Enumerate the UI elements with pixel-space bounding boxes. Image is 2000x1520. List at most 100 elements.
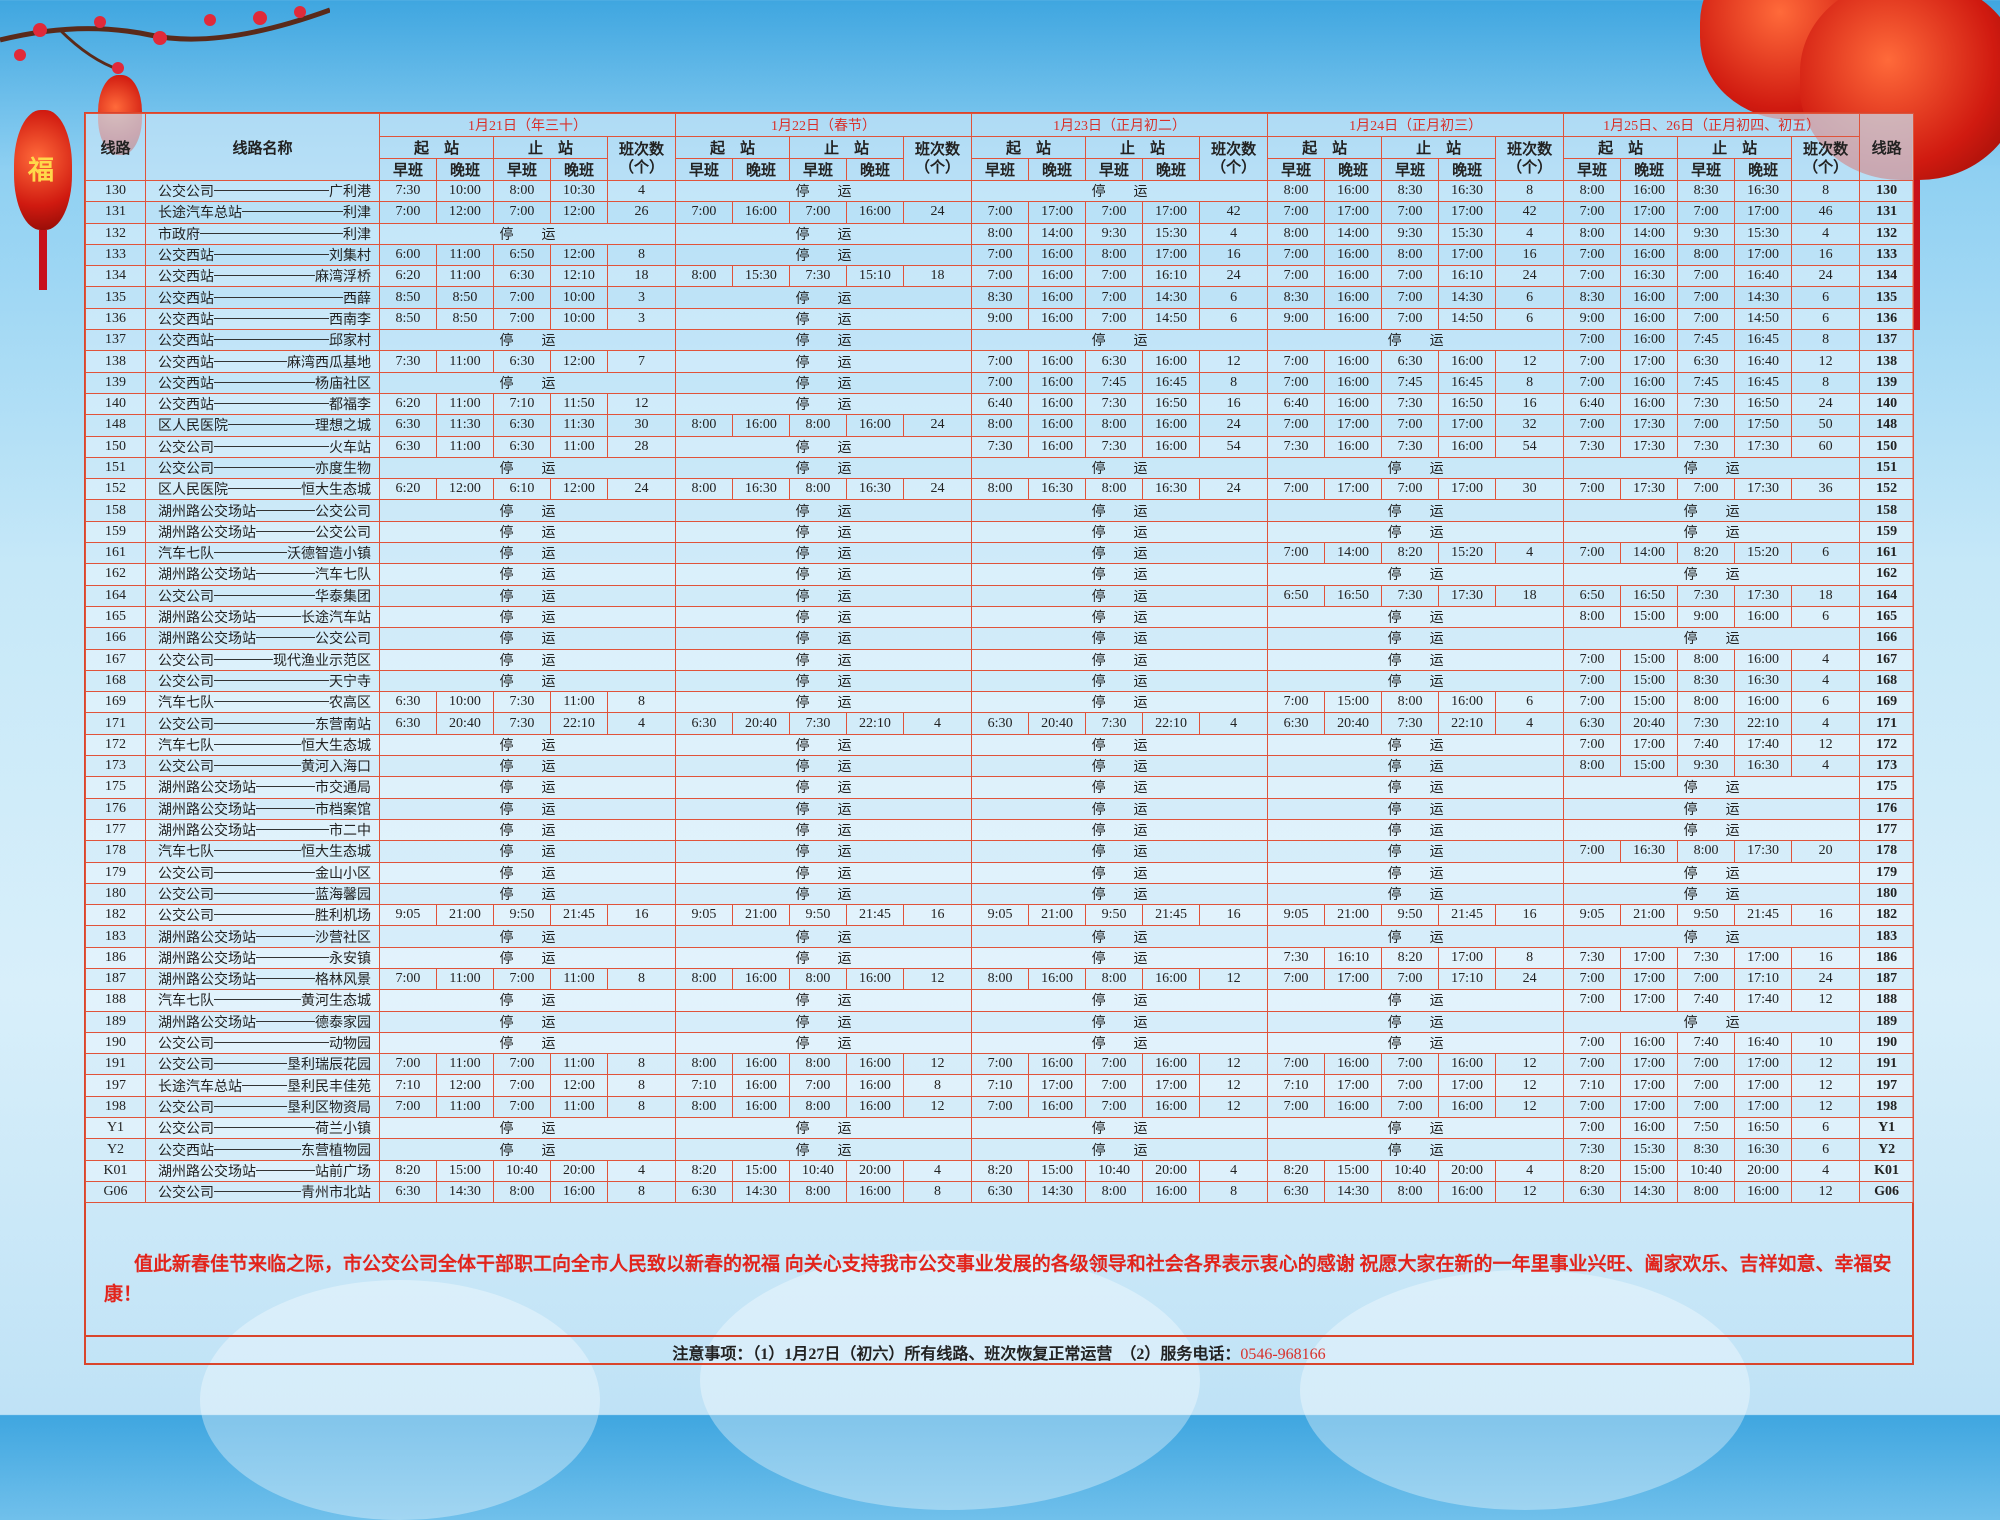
start-early-time: 7:00	[1267, 243, 1326, 267]
route-dash-line	[214, 757, 301, 767]
end-early-time: 9:30	[1381, 222, 1440, 245]
end-late-time: 16:00	[846, 414, 904, 437]
end-early-time: 7:30	[1381, 392, 1440, 416]
route-number-right: 182	[1859, 904, 1915, 927]
to-station: 火车站	[329, 440, 371, 456]
trip-count: 16	[1791, 904, 1861, 927]
start-late-time: 15:00	[1620, 755, 1679, 778]
start-late-time: 11:00	[436, 265, 494, 288]
table-row: 179 公交公司 金山小区停 运停 运停 运停 运停 运 179	[85, 861, 1915, 884]
table-row: 188 汽车七队 黄河生态城停 运停 运停 运停 运 7:00 17:00 7:40 17:…	[85, 989, 1915, 1012]
end-late-time: 21:45	[1438, 904, 1497, 927]
start-early-time: 8:00	[675, 478, 733, 501]
table-row: 191 公交公司 垦利瑞辰花园 7:00 11:00 7:00 11:00 8 8:00 16:0…	[85, 1053, 1915, 1076]
end-station-header: 止 站	[789, 136, 904, 159]
table-row: 139 公交西站 杨庙社区停 运停 运 7:00 16:00 7:45 16:45 8 7:00…	[85, 371, 1915, 394]
trip-count: 8	[1199, 371, 1269, 394]
from-station: 公交西站	[158, 270, 214, 286]
trip-count: 30	[607, 414, 676, 437]
route-name: 公交公司 华泰集团	[145, 584, 380, 607]
trip-count: 18	[1495, 584, 1565, 607]
end-early-time: 9:00	[1677, 605, 1736, 629]
to-station: 垦利民丰佳苑	[287, 1079, 371, 1095]
start-late-time: 16:00	[1324, 243, 1383, 267]
end-early-time: 7:00	[493, 1095, 551, 1119]
stopped-cell: 停 运	[1267, 520, 1565, 544]
route-number: 188	[85, 989, 146, 1012]
trip-count: 12	[1791, 989, 1861, 1012]
start-late-time: 16:00	[1324, 435, 1383, 458]
to-station: 金山小区	[315, 866, 371, 882]
to-station: 垦利瑞辰花园	[287, 1058, 371, 1074]
to-station: 麻湾浮桥	[315, 270, 371, 286]
table-row: 158 湖州路公交场站 公交公司停 运停 运停 运停 运停 运 158	[85, 499, 1915, 522]
end-early-time: 8:00	[1677, 648, 1736, 671]
end-early-time: 7:30	[493, 712, 551, 735]
route-number: 130	[85, 179, 146, 203]
from-station: 汽车七队	[158, 738, 214, 754]
stopped-cell: 停 运	[674, 989, 973, 1012]
route-name: 公交西站 麻湾西瓜基地	[145, 350, 380, 373]
end-late-time: 17:50	[1734, 414, 1793, 437]
route-number-right: 180	[1859, 882, 1915, 906]
end-early-time: 10:40	[1381, 1159, 1440, 1182]
end-late-time: 17:30	[1438, 584, 1497, 607]
table-row: 187 湖州路公交场站 格林风景 7:00 11:00 7:00 11:00 8 8:00 16:…	[85, 967, 1915, 991]
end-early-time: 8:00	[1085, 243, 1144, 267]
trip-count: 12	[1199, 1074, 1269, 1097]
route-number: 197	[85, 1074, 146, 1097]
from-station: 公交公司	[158, 462, 214, 477]
stopped-cell: 停 运	[971, 840, 1269, 863]
route-number: 162	[85, 563, 146, 586]
stopped-cell: 停 运	[971, 499, 1269, 522]
table-row: 177 湖州路公交场站 市二中停 运停 运停 运停 运停 运 177	[85, 818, 1915, 842]
start-early-time: 6:40	[1563, 392, 1622, 416]
route-number-right: 172	[1859, 733, 1915, 757]
trip-count: 4	[1495, 542, 1565, 565]
start-late-time: 17:30	[1620, 478, 1679, 501]
start-early-time: 7:10	[971, 1074, 1030, 1097]
end-early-time: 7:30	[1677, 946, 1736, 969]
stopped-cell: 停 运	[674, 520, 973, 544]
stopped-cell: 停 运	[379, 840, 676, 863]
end-late-time: 16:50	[1142, 392, 1201, 416]
start-early-time: 7:00	[1563, 243, 1622, 267]
end-early-time: 7:00	[1085, 286, 1144, 309]
divider	[85, 1335, 1913, 1337]
to-station: 恒大生态城	[301, 738, 371, 754]
route-number-right: 173	[1859, 755, 1915, 778]
stopped-cell: 停 运	[971, 1031, 1269, 1055]
start-early-time: 7:00	[1267, 350, 1326, 373]
end-early-time: 6:30	[493, 414, 551, 437]
route-number-right: 168	[1859, 669, 1915, 693]
stopped-cell: 停 运	[379, 1010, 676, 1033]
start-early-time: 7:00	[1563, 840, 1622, 863]
stopped-cell: 停 运	[1267, 989, 1565, 1012]
start-early-time: 9:00	[971, 307, 1030, 331]
end-late-time: 12:10	[550, 265, 608, 288]
end-early-time: 6:10	[493, 478, 551, 501]
route-number: 152	[85, 478, 146, 501]
trip-count-header: 班次数（个）	[1791, 136, 1861, 181]
end-late-time: 17:00	[1438, 478, 1497, 501]
route-number: 178	[85, 840, 146, 863]
start-early-time: 8:00	[675, 265, 733, 288]
start-late-time: 14:00	[1620, 222, 1679, 245]
table-row: 159 湖州路公交场站 公交公司停 运停 运停 运停 运停 运 159	[85, 520, 1915, 544]
start-late-time: 16:00	[1324, 286, 1383, 309]
start-late-time: 16:00	[1324, 265, 1383, 288]
end-early-time: 7:50	[1677, 1117, 1736, 1140]
trip-count: 36	[1791, 478, 1861, 501]
stopped-cell: 停 运	[379, 542, 676, 565]
route-name: 公交公司 火车站	[145, 435, 380, 458]
route-number-right: 166	[1859, 627, 1915, 650]
end-late-time: 16:00	[846, 1053, 904, 1076]
start-late-time: 21:00	[1324, 904, 1383, 927]
end-late-time: 17:00	[1142, 201, 1201, 224]
trip-count: 42	[1495, 201, 1565, 224]
end-early-time: 7:30	[1085, 712, 1144, 735]
stopped-cell: 停 运	[971, 520, 1269, 544]
early-shift-header: 早班	[1267, 158, 1326, 181]
end-late-time: 16:00	[1142, 350, 1201, 373]
trip-count: 4	[1495, 712, 1565, 735]
